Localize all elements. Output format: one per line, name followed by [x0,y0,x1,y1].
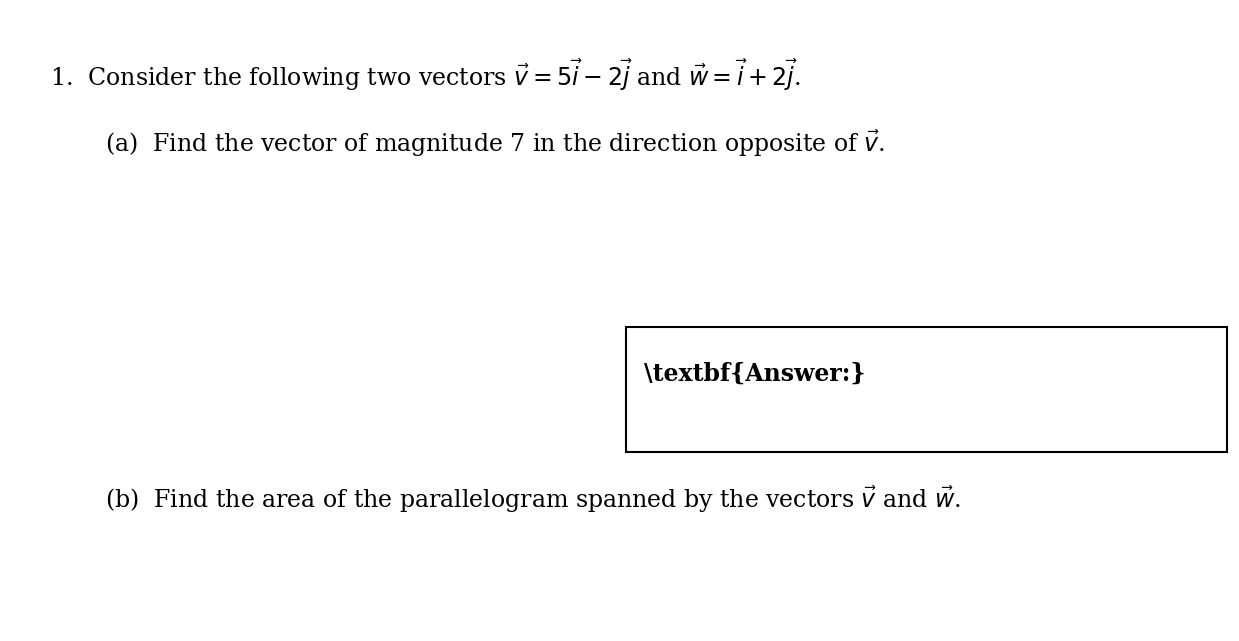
Text: \textbf{Answer:}: \textbf{Answer:} [644,362,866,386]
FancyBboxPatch shape [626,327,1227,452]
Text: (a)  Find the vector of magnitude 7 in the direction opposite of $\vec{v}$.: (a) Find the vector of magnitude 7 in th… [105,128,886,159]
Text: (b)  Find the area of the parallelogram spanned by the vectors $\vec{v}$ and $\v: (b) Find the area of the parallelogram s… [105,484,961,515]
Text: 1.  Consider the following two vectors $\vec{v} = 5\vec{i} - 2\vec{j}$ and $\vec: 1. Consider the following two vectors $\… [50,58,800,94]
